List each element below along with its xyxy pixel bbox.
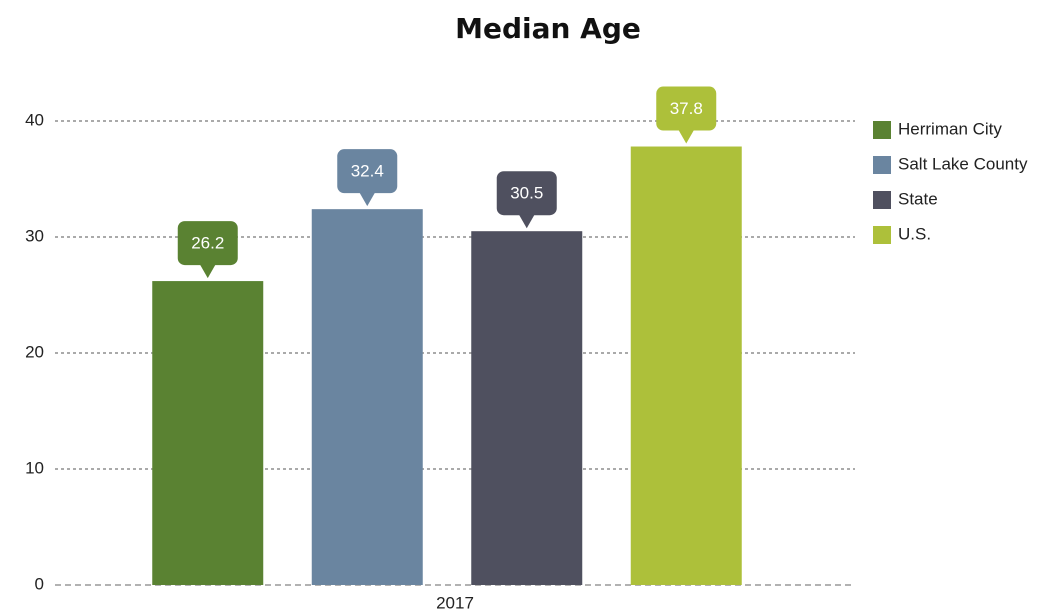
bar <box>152 281 264 585</box>
legend-swatch <box>873 156 891 174</box>
data-label-pointer <box>678 129 695 144</box>
bar <box>311 209 423 585</box>
y-tick-label: 0 <box>35 574 44 593</box>
legend-label: Herriman City <box>898 119 1002 138</box>
x-tick-label: 2017 <box>436 593 474 612</box>
data-label-box <box>496 171 557 216</box>
data-label-pointer <box>518 214 535 229</box>
bar <box>630 146 742 585</box>
data-label: 37.8 <box>670 99 703 118</box>
data-label: 30.5 <box>510 184 543 203</box>
legend-label: State <box>898 189 938 208</box>
data-label-pointer <box>359 192 376 207</box>
legend-swatch <box>873 121 891 139</box>
legend-label: Salt Lake County <box>898 154 1028 173</box>
bar <box>471 231 583 585</box>
y-tick-label: 10 <box>25 458 44 477</box>
legend-swatch <box>873 226 891 244</box>
y-tick-label: 40 <box>25 110 44 129</box>
data-label-box <box>656 86 717 131</box>
legend-swatch <box>873 191 891 209</box>
data-label: 32.4 <box>351 162 384 181</box>
chart-title: Median Age <box>455 12 641 45</box>
legend-label: U.S. <box>898 224 931 243</box>
data-label-box <box>177 221 238 266</box>
y-tick-label: 30 <box>25 226 44 245</box>
data-label-pointer <box>199 264 216 279</box>
data-label-box <box>337 149 398 194</box>
y-tick-label: 20 <box>25 342 44 361</box>
data-label: 26.2 <box>191 234 224 253</box>
